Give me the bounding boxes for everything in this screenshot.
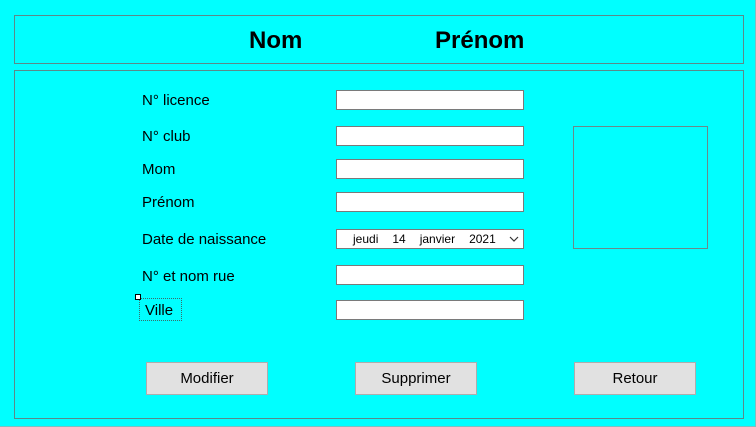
photo-box <box>573 126 708 249</box>
retour-button[interactable]: Retour <box>574 362 696 395</box>
prenom-input[interactable] <box>336 192 524 212</box>
club-input[interactable] <box>336 126 524 146</box>
form-panel <box>14 70 744 419</box>
birthdate-month[interactable]: janvier <box>419 232 456 246</box>
birthdate-label: Date de naissance <box>142 231 267 248</box>
ville-label: Ville <box>145 302 174 319</box>
street-input[interactable] <box>336 265 524 285</box>
header-panel: Nom Prénom <box>14 15 744 64</box>
modifier-button[interactable]: Modifier <box>146 362 268 395</box>
birthdate-picker[interactable]: jeudi 14 janvier 2021 <box>336 229 524 249</box>
licence-input[interactable] <box>336 90 524 110</box>
chevron-down-icon[interactable] <box>509 233 519 245</box>
nom-title: Nom <box>249 27 303 54</box>
birthdate-year[interactable]: 2021 <box>469 232 496 246</box>
birthdate-day[interactable]: 14 <box>392 232 406 246</box>
ville-input[interactable] <box>336 300 524 320</box>
prenom-label: Prénom <box>142 194 195 211</box>
birthdate-weekday[interactable]: jeudi <box>353 232 379 246</box>
mom-label: Mom <box>142 161 176 178</box>
street-label: N° et nom rue <box>142 268 235 285</box>
ville-label-focus-rect <box>139 298 182 321</box>
mom-input[interactable] <box>336 159 524 179</box>
supprimer-button[interactable]: Supprimer <box>355 362 477 395</box>
licence-label: N° licence <box>142 92 210 109</box>
selection-handle[interactable] <box>135 294 141 300</box>
club-label: N° club <box>142 128 191 145</box>
prenom-title: Prénom <box>435 27 525 54</box>
